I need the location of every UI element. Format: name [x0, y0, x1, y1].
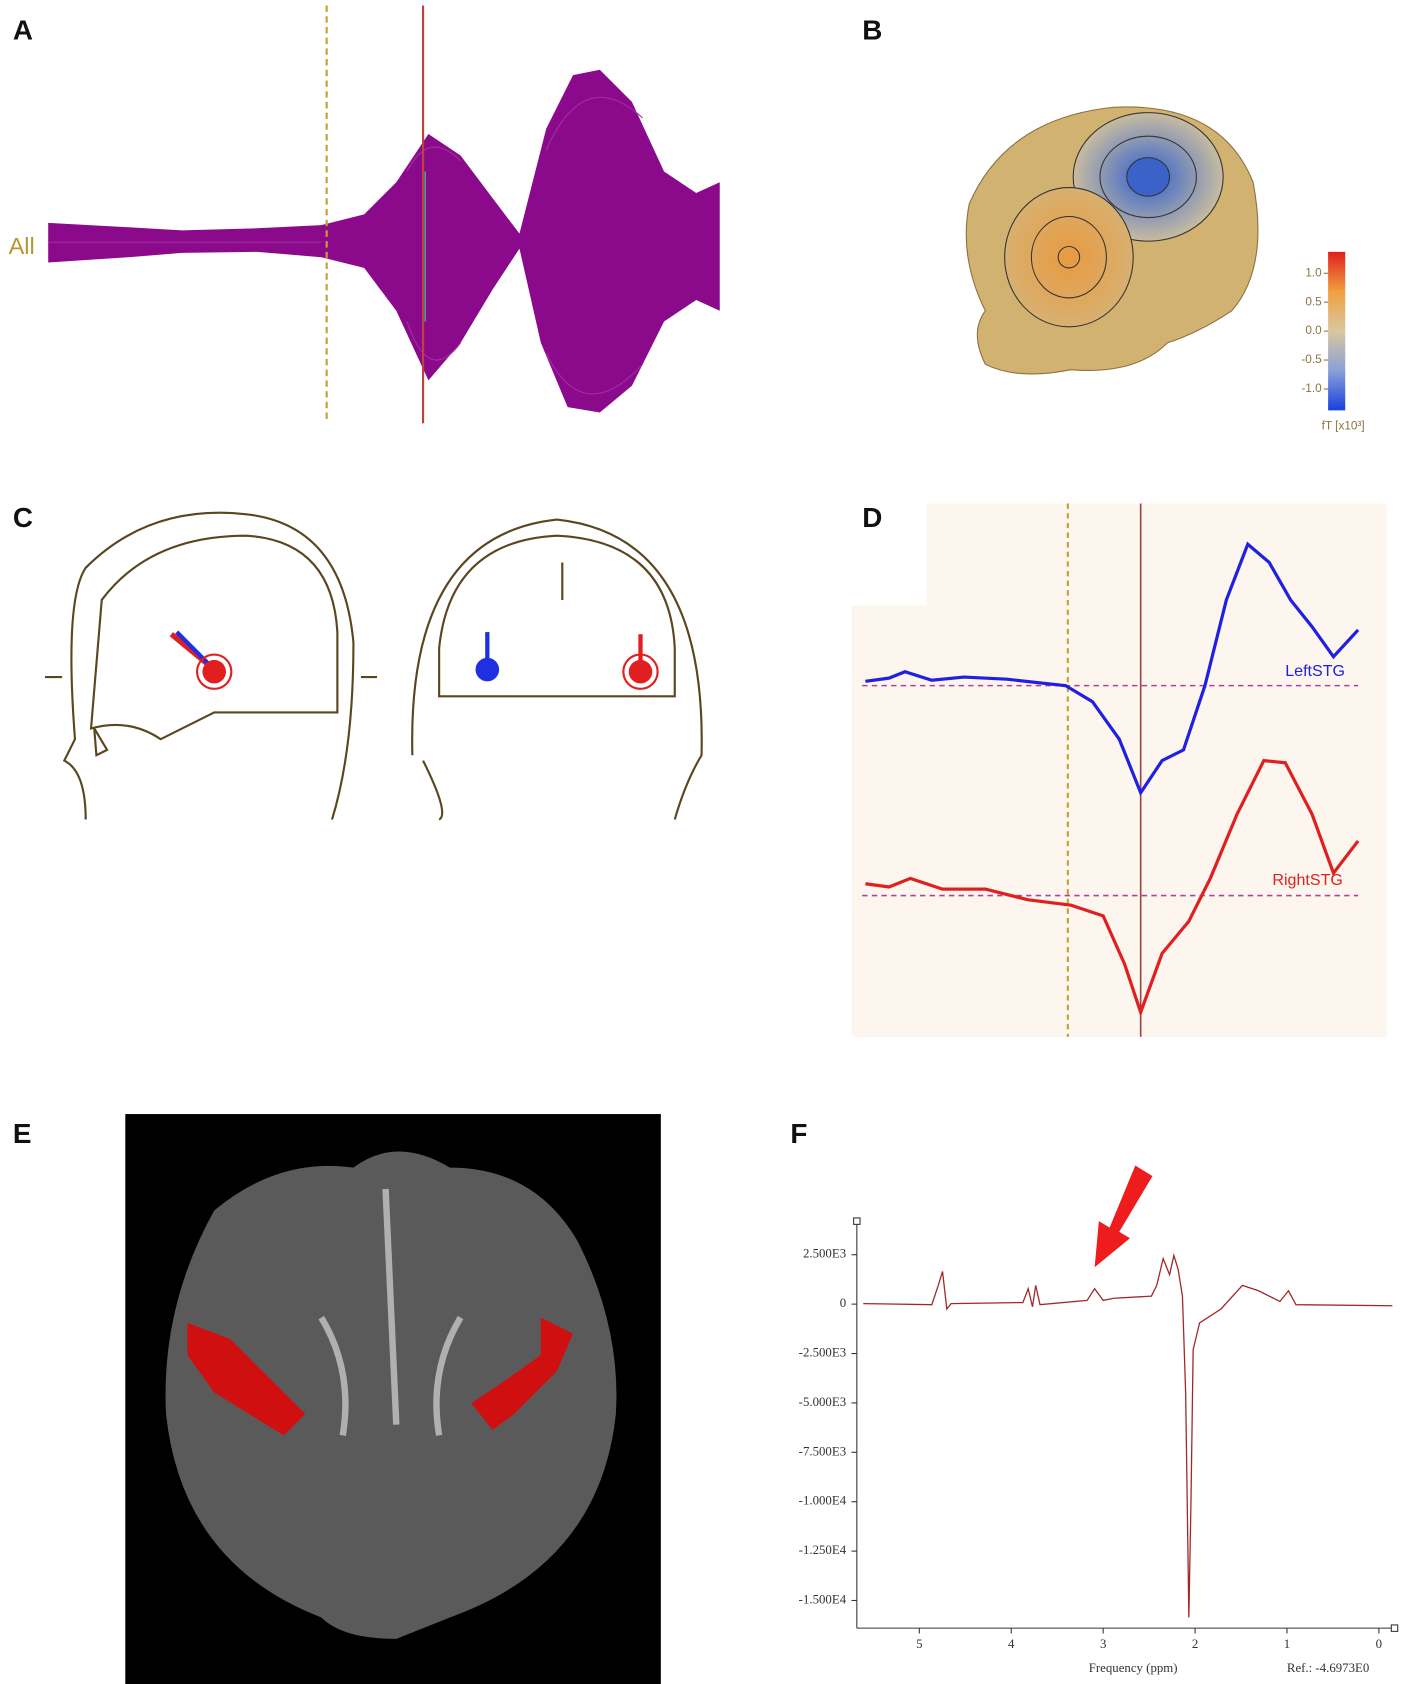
head-outline: [62, 511, 355, 820]
brain-outline: [89, 534, 339, 741]
axis-handle: [853, 1217, 861, 1225]
panel-label: D: [862, 502, 882, 533]
y-tick-label: -1.000E4: [799, 1494, 847, 1508]
panel-e: [125, 1114, 661, 1684]
contour: [1126, 157, 1171, 197]
brain-structure: [318, 1188, 464, 1436]
channel-label: All: [9, 233, 35, 259]
colorbar-tick-label: -0.5: [1301, 353, 1322, 366]
y-tick-label: -5.000E3: [799, 1395, 846, 1409]
dipole-ring: [196, 653, 233, 690]
contour: [1099, 135, 1197, 219]
spectrum: [863, 1252, 1393, 1618]
contour: [1057, 245, 1081, 269]
trace: [865, 758, 1360, 1018]
x-tick-label: 5: [916, 1637, 922, 1651]
panel-label: B: [862, 15, 882, 46]
head-outline: [411, 518, 703, 821]
waveform-envelope: [48, 69, 720, 413]
panel-label: C: [13, 502, 33, 533]
panel-f: Frequency (ppm) Ref.: -4.6973E0 2.500E3 0…: [799, 1165, 1399, 1675]
y-tick-label: 0: [840, 1296, 846, 1310]
colorbar-tick-label: -1.0: [1301, 382, 1322, 395]
roi: [471, 1317, 574, 1431]
annotation: Ref.: -4.6973E0: [1287, 1661, 1369, 1675]
panel-a: All: [9, 5, 720, 424]
panel-label: F: [790, 1118, 807, 1149]
dipole-source: [475, 657, 500, 682]
brain: [165, 1151, 617, 1639]
y-tick-label: 2.500E3: [803, 1247, 846, 1261]
dipole-ring: [622, 653, 659, 690]
panel-c: [44, 511, 703, 821]
x-axis-label: Frequency (ppm): [1089, 1661, 1178, 1675]
roi: [187, 1322, 306, 1436]
trace: [865, 541, 1360, 797]
y-tick-label: -1.250E4: [799, 1543, 847, 1557]
panel-d: LeftSTG RightSTG: [851, 503, 1388, 1037]
panel-label: E: [13, 1118, 32, 1149]
dipole-source: [202, 659, 226, 684]
x-tick-label: 2: [1192, 1637, 1198, 1651]
x-tick-label: 1: [1284, 1637, 1290, 1651]
contour: [1030, 215, 1107, 299]
x-tick-label: 3: [1100, 1637, 1106, 1651]
panel-label: A: [13, 15, 33, 46]
colorbar-unit: fT [x10³]: [1322, 420, 1365, 433]
panel-b: 1.0 0.5 0.0 -0.5 -1.0 fT [x10³]: [965, 106, 1365, 433]
colorbar-tick-label: 0.5: [1305, 295, 1322, 308]
colorbar: [1328, 251, 1346, 411]
x-tick-label: 4: [1008, 1637, 1015, 1651]
dipole-source: [628, 659, 653, 684]
ear: [93, 727, 109, 757]
brain-outline: [438, 534, 676, 698]
y-tick-label: -2.500E3: [799, 1345, 846, 1359]
trace-label: RightSTG: [1272, 871, 1342, 889]
y-tick-label: -7.500E3: [799, 1444, 846, 1458]
colorbar-tick-label: 1.0: [1305, 266, 1322, 279]
trace-label: LeftSTG: [1285, 662, 1345, 680]
x-tick-label: 0: [1376, 1637, 1382, 1651]
arrow: [1094, 1165, 1153, 1268]
axis-handle: [1390, 1624, 1399, 1632]
y-tick-label: -1.500E4: [799, 1592, 847, 1606]
waveform: [48, 96, 644, 395]
colorbar-tick-label: 0.0: [1305, 324, 1322, 337]
dipole: [175, 630, 211, 666]
positive-pole: [1004, 187, 1134, 328]
plot-background: [851, 503, 1388, 1037]
